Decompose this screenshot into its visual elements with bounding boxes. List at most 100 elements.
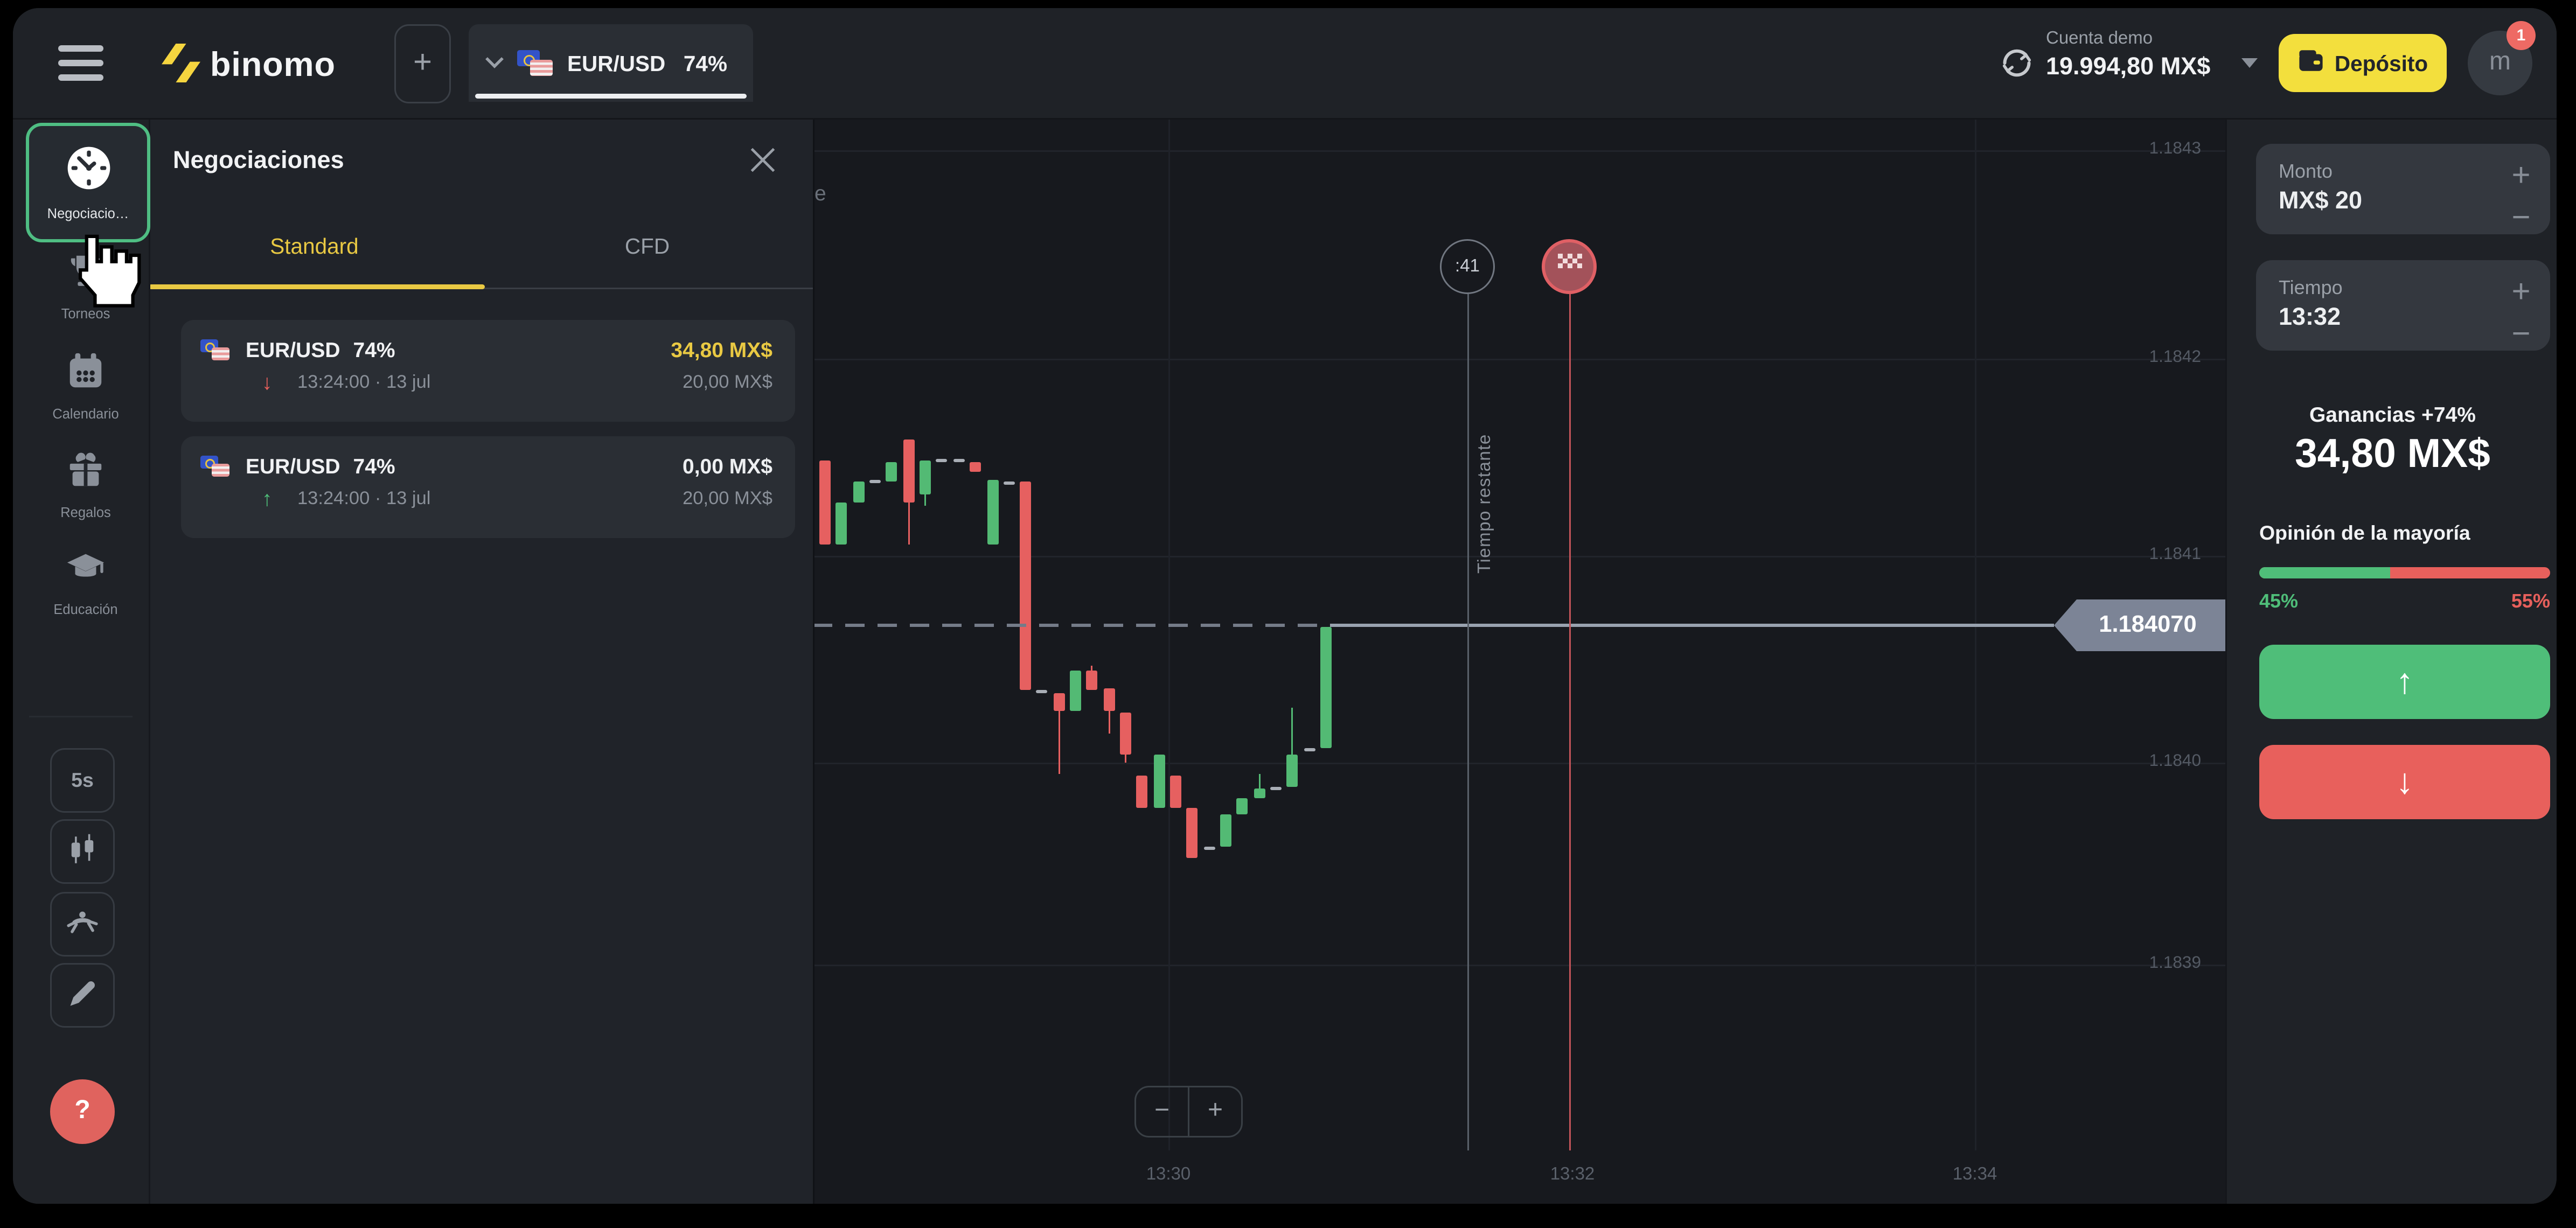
sidebar-item-label: Regalos — [60, 504, 111, 520]
countdown-timer: :41 — [1440, 239, 1495, 294]
asset-pair: EUR/USD — [567, 51, 666, 75]
sidebar: Negociacio… Torneos Calendario Regalos Educa… — [13, 118, 150, 1204]
time-gridline — [1168, 118, 1170, 1150]
candle — [970, 462, 981, 472]
sidebar-item-label: Negociacio… — [47, 205, 129, 221]
calendar-icon — [65, 351, 107, 401]
tab-standard[interactable]: Standard — [270, 234, 359, 259]
price-gridline — [813, 965, 2225, 966]
sidebar-item-calendario[interactable]: Calendario — [18, 351, 154, 422]
trade-row-main: EUR/USD 74% 34,80 MX$ — [200, 338, 772, 362]
tabs-active-indicator — [149, 284, 485, 289]
pencil-icon — [63, 974, 102, 1017]
graduation-cap-icon — [63, 546, 108, 596]
candle — [1286, 755, 1298, 787]
candle — [886, 462, 897, 482]
chevron-down-icon[interactable] — [485, 48, 504, 78]
candle-doji — [953, 459, 965, 462]
candle-wick — [1108, 688, 1111, 734]
candle — [1054, 693, 1065, 711]
avatar-letter: m — [2489, 48, 2511, 76]
trophy-icon — [65, 250, 107, 301]
price-gridline — [813, 556, 2225, 557]
countdown-line-label: Tiempo restante — [1475, 434, 1495, 574]
candle-wick — [1258, 774, 1261, 798]
time-axis-label: 13:32 — [1550, 1165, 1595, 1184]
notification-badge[interactable]: 1 — [2507, 21, 2536, 50]
candle — [1220, 814, 1231, 847]
logo-text: binomo — [210, 47, 336, 84]
chart-type-button[interactable] — [50, 819, 115, 884]
time-decrease-button[interactable]: − — [2511, 317, 2531, 352]
candle-wick — [1291, 708, 1293, 787]
drawing-tools-button[interactable] — [50, 963, 115, 1028]
trade-payout: 74% — [353, 338, 395, 362]
sentiment-up-percent: 45% — [2259, 590, 2299, 612]
current-price-solid-line — [1330, 624, 2054, 627]
sidebar-item-regalos[interactable]: Regalos — [18, 449, 154, 520]
eurusd-flag-icon — [517, 50, 553, 76]
candle — [1104, 688, 1115, 711]
sidebar-item-negociacio[interactable]: Negociacio… — [26, 123, 150, 242]
chart-area[interactable]: e 1.1843 1.1842 1.1841 1.1840 1.1839 13:30 13:… — [813, 118, 2225, 1204]
sidebar-item-label: Educación — [53, 601, 118, 617]
candle — [987, 480, 999, 545]
candle — [1254, 789, 1265, 798]
candle — [1086, 671, 1097, 690]
close-icon[interactable] — [750, 147, 776, 173]
amount-increase-button[interactable]: + — [2511, 158, 2531, 194]
trade-pair: EUR/USD — [246, 338, 340, 362]
chart-watermark-fragment: e — [814, 181, 826, 205]
arrow-up-icon: ↑ — [2396, 661, 2414, 701]
tab-cfd[interactable]: CFD — [624, 234, 670, 259]
amount-decrease-button[interactable]: − — [2511, 200, 2531, 236]
strategies-button[interactable] — [50, 892, 115, 957]
countdown-line — [1467, 294, 1469, 1150]
time-increase-button[interactable]: + — [2511, 275, 2531, 310]
sentiment-down-percent: 55% — [2511, 590, 2550, 612]
sidebar-item-educacin[interactable]: Educación — [18, 546, 154, 617]
amount-field[interactable]: Monto MX$ 20 — [2256, 144, 2550, 234]
candle-wick — [1058, 693, 1061, 774]
trade-row-main: EUR/USD 74% 0,00 MX$ — [200, 454, 772, 478]
chart-zoom-controls: − + — [1134, 1086, 1243, 1138]
price-gridline — [813, 150, 2225, 152]
panel-title: Negociaciones — [173, 147, 344, 175]
trade-amount: 20,00 MX$ — [683, 372, 772, 392]
zoom-in-button[interactable]: + — [1188, 1087, 1241, 1136]
trade-list-item[interactable]: EUR/USD 74% 34,80 MX$ ↓ 13:24:00 · 13 jul 20,… — [181, 320, 795, 422]
trade-amount: 20,00 MX$ — [683, 489, 772, 508]
menu-icon[interactable] — [58, 45, 103, 81]
account-caret-icon[interactable] — [2241, 58, 2258, 68]
deposit-button[interactable]: Depósito — [2279, 34, 2447, 92]
refresh-icon[interactable] — [1997, 44, 2036, 82]
time-axis-label: 13:30 — [1146, 1165, 1191, 1184]
sentiment-label: Opinión de la mayoría — [2259, 522, 2470, 545]
wallet-icon — [2297, 48, 2323, 78]
time-field[interactable]: Tiempo 13:32 — [2256, 260, 2550, 351]
interval-5s-button[interactable]: 5s — [50, 748, 115, 813]
add-asset-button[interactable]: + — [394, 24, 451, 103]
trade-pair: EUR/USD — [246, 454, 340, 478]
zoom-out-button[interactable]: − — [1154, 1097, 1170, 1125]
bolt-icon — [162, 40, 200, 93]
sell-down-button[interactable]: ↓ — [2259, 745, 2550, 819]
binomo-logo: binomo — [162, 40, 336, 92]
profit-value: 34,80 MX$ — [2295, 431, 2490, 477]
price-axis-label: 1.1843 — [2149, 139, 2201, 158]
trade-list-item[interactable]: EUR/USD 74% 0,00 MX$ ↑ 13:24:00 · 13 jul 20,0… — [181, 436, 795, 538]
trade-opened-time: 13:24:00 · 13 jul — [297, 489, 431, 508]
candle — [836, 503, 847, 545]
sidebar-item-torneos[interactable]: Torneos — [18, 250, 154, 322]
buy-up-button[interactable]: ↑ — [2259, 645, 2550, 719]
help-button[interactable]: ? — [50, 1079, 115, 1144]
candle-doji — [936, 459, 947, 462]
account-type: Cuenta demo — [2046, 29, 2153, 48]
account-switcher[interactable]: Cuenta demo 19.994,80 MX$ — [2046, 29, 2240, 81]
asset-tab[interactable]: EUR/USD 74% — [469, 24, 753, 102]
time-axis-label: 13:34 — [1952, 1165, 1997, 1184]
price-gridline — [813, 359, 2225, 360]
candle — [1186, 808, 1198, 858]
candle-doji — [1204, 847, 1215, 850]
